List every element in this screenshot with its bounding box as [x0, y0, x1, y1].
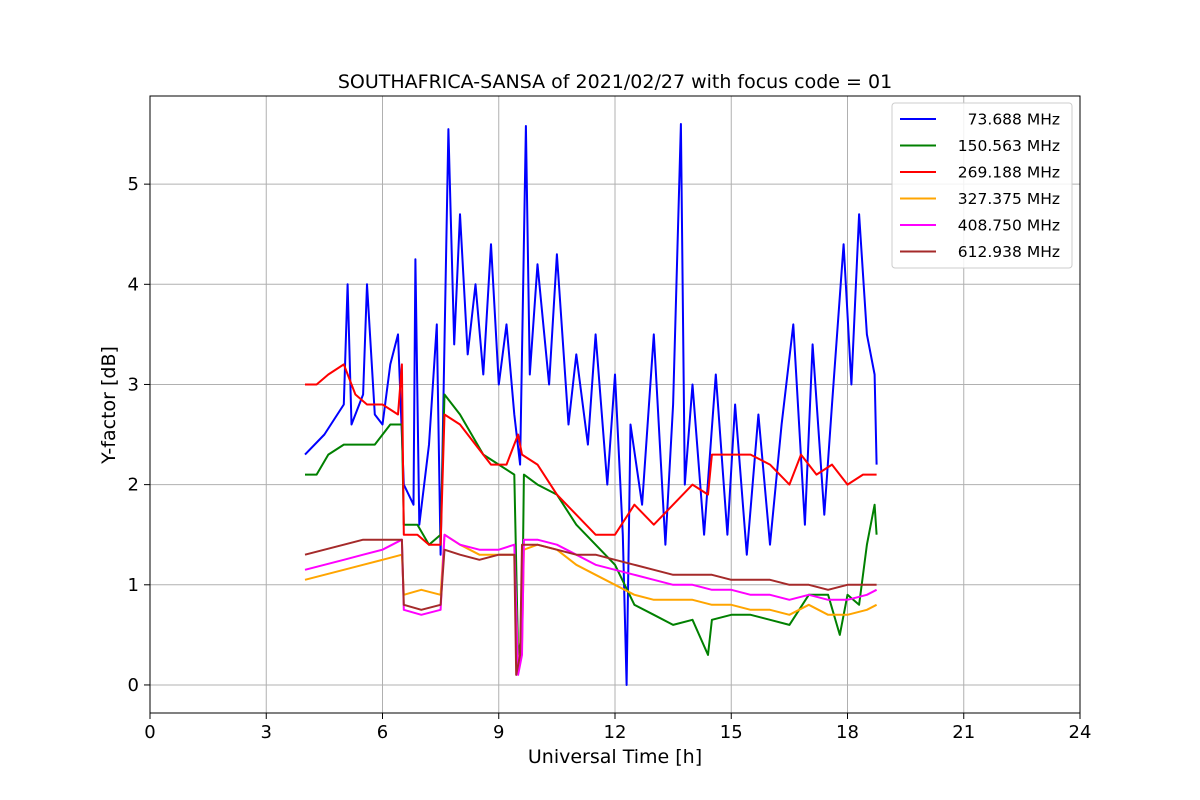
series-line-5 — [304, 533, 878, 676]
x-axis-label: Universal Time [h] — [528, 746, 702, 768]
legend-label-5: 408.750 MHz — [958, 217, 1060, 235]
x-tick-label: 6 — [377, 722, 388, 743]
legend-label-4: 327.375 MHz — [958, 190, 1060, 208]
x-tick-label: 0 — [144, 722, 155, 743]
legend-box — [891, 102, 1073, 269]
x-tick-label: 15 — [720, 722, 743, 743]
y-tick-label: 4 — [128, 274, 139, 295]
legend-label-3: 269.188 MHz — [958, 164, 1060, 182]
x-tick-label: 21 — [952, 722, 975, 743]
x-tick-label: 24 — [1069, 722, 1092, 743]
y-tick-label: 1 — [128, 575, 139, 596]
series-line-1 — [304, 123, 878, 686]
y-axis-label: Y-factor [dB] — [98, 346, 120, 465]
legend-label-6: 612.938 MHz — [958, 243, 1060, 261]
y-tick-label: 0 — [128, 675, 139, 696]
chart-title: SOUTHAFRICA-SANSA of 2021/02/27 with foc… — [338, 71, 892, 93]
x-tick-label: 18 — [836, 722, 859, 743]
x-tick-label: 12 — [604, 722, 627, 743]
legend-label-1: 73.688 MHz — [968, 111, 1060, 129]
series-line-3 — [305, 363, 877, 546]
series-line-2 — [305, 393, 878, 656]
y-tick-label: 3 — [128, 374, 139, 395]
series-line-6 — [304, 538, 877, 676]
x-tick-label: 3 — [261, 722, 272, 743]
y-tick-label: 5 — [128, 174, 139, 195]
x-tick-label: 9 — [493, 722, 504, 743]
y-tick-label: 2 — [128, 475, 139, 496]
legend: 73.688 MHz 150.563 MHz 269.188 MHz 327.375 … — [891, 102, 1073, 269]
plot-area — [304, 123, 878, 686]
legend-label-2: 150.563 MHz — [958, 137, 1060, 155]
